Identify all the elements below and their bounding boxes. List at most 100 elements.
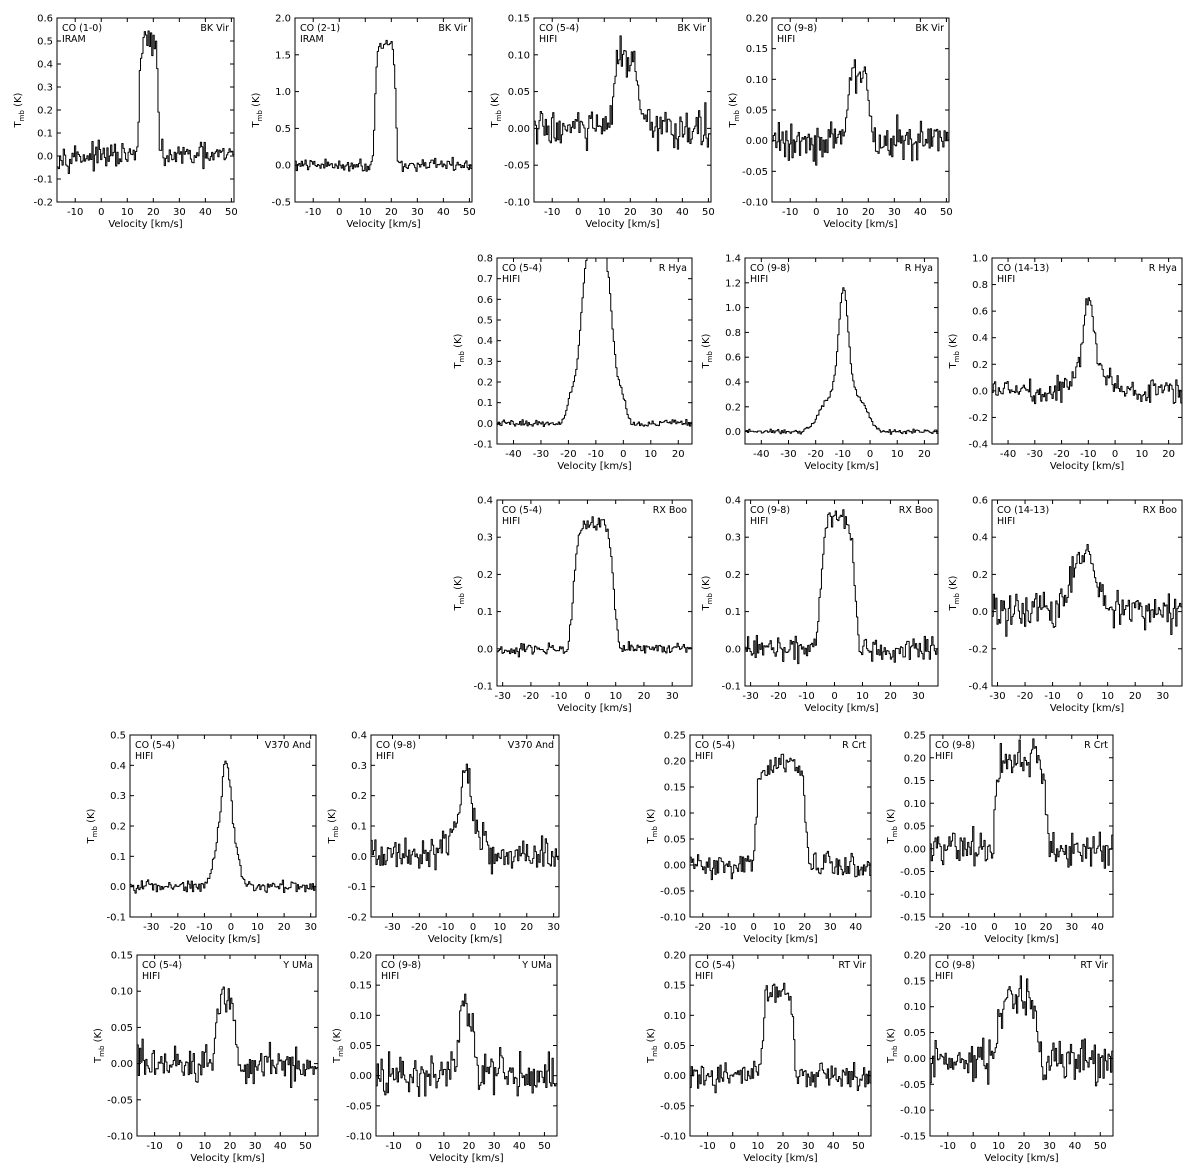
x-tick-label: 50	[940, 207, 953, 218]
x-tick-label: 10	[773, 922, 786, 933]
x-axis-label: Velocity [km/s]	[743, 934, 817, 945]
x-tick-label: 0	[98, 207, 104, 218]
y-axis-label: Tmb (K)	[701, 333, 714, 369]
x-tick-label: 0	[416, 1141, 422, 1152]
plot-frame	[771, 17, 950, 203]
x-tick-label: 50	[299, 1141, 312, 1152]
y-tick-label: 0.2	[351, 791, 367, 802]
y-tick-label: 0.20	[664, 951, 686, 962]
x-tick-label: 20	[638, 691, 651, 702]
x-tick-label: -30	[780, 449, 796, 460]
y-tick-label: -0.10	[346, 1132, 372, 1143]
spectrum-panel: -10 0 10 20 30 40 50 -0.10 -0.05 0.00 0.05 0.10 0.15…	[490, 14, 715, 231]
y-tick-label: -0.10	[900, 1106, 926, 1117]
y-tick-label: 0.3	[477, 357, 493, 368]
x-tick-label: -10	[1080, 449, 1096, 460]
x-tick-label: -20	[170, 922, 186, 933]
y-tick-label: -0.05	[900, 1080, 926, 1091]
x-tick-label: 0	[730, 1141, 736, 1152]
y-tick-label: 0.10	[664, 1011, 686, 1022]
spectrum-line	[992, 297, 1183, 405]
spectrum-line	[130, 760, 317, 894]
plot-frame	[929, 954, 1114, 1137]
y-axis-label: Tmb (K)	[453, 333, 466, 369]
y-tick-label: -0.15	[900, 1132, 926, 1143]
x-tick-label: 20	[862, 207, 875, 218]
x-tick-label: -20	[770, 691, 786, 702]
spectrum-panel: -10 0 10 20 30 40 50 -0.15 -0.10 -0.05 0.00 0.05 0.1…	[886, 951, 1114, 1164]
x-tick-label: 20	[672, 449, 685, 460]
transition-label: CO (14-13)	[997, 263, 1049, 274]
plot-frame	[375, 954, 558, 1137]
x-axis-label: Velocity [km/s]	[186, 934, 260, 945]
y-tick-label: 0.0	[275, 161, 291, 172]
y-tick-label: 0.00	[508, 124, 530, 135]
spectrum-panel: -40 -30 -20 -10 0 10 20 -0.1 0.0 0.1 0.2 0.3 0.4 0.5 0…	[453, 254, 693, 472]
source-label: Y UMa	[521, 960, 552, 971]
source-label: RX Boo	[899, 505, 933, 516]
x-tick-label: -10	[588, 449, 604, 460]
spectrum-panel: -40 -30 -20 -10 0 10 20 -0.4 -0.2 0.0 0.2 0.4 0.6 0.8…	[948, 254, 1183, 472]
transition-label: CO (5-4)	[142, 960, 182, 971]
y-tick-label: 0.3	[37, 83, 53, 94]
y-tick-label: 0.25	[904, 731, 926, 742]
x-tick-label: 20	[520, 922, 533, 933]
spectrum-panel: -30 -20 -10 0 10 20 30 -0.1 0.0 0.1 0.2 0.3 0.4 Veloc…	[701, 496, 939, 714]
x-tick-label: -10	[196, 922, 212, 933]
spectrum-line	[690, 753, 872, 881]
y-tick-label: 1.2	[725, 278, 741, 289]
spectrum-panel: -20 -10 0 10 20 30 40 -0.10 -0.05 0.00 0.05 0.10 0.1…	[646, 731, 872, 945]
x-tick-label: 10	[1135, 449, 1148, 460]
y-tick-label: 0.0	[110, 882, 126, 893]
y-tick-label: 0.20	[746, 14, 768, 25]
x-tick-label: 30	[1065, 922, 1078, 933]
y-tick-label: 0.0	[477, 419, 493, 430]
spectrum-panel: -10 0 10 20 30 40 50 -0.2 -0.1 0.0 0.1 0.2 0.3 0.4 0.5…	[13, 14, 238, 231]
x-tick-label: 0	[584, 691, 590, 702]
x-tick-label: -10	[798, 691, 814, 702]
x-tick-label: 10	[121, 207, 134, 218]
y-tick-label: 0.0	[351, 852, 367, 863]
x-tick-label: 40	[513, 1141, 526, 1152]
x-tick-label: -20	[1017, 691, 1033, 702]
source-label: R Hya	[905, 263, 933, 274]
y-tick-label: 0.2	[725, 402, 741, 413]
x-tick-label: -10	[835, 449, 851, 460]
y-tick-label: -0.4	[968, 682, 988, 693]
y-tick-label: 2.0	[275, 14, 291, 25]
x-tick-label: -30	[143, 922, 159, 933]
plot-frame	[496, 257, 693, 445]
y-tick-label: 0.20	[904, 951, 926, 962]
y-tick-label: -0.10	[107, 1132, 133, 1143]
y-tick-label: 1.4	[725, 254, 741, 265]
x-tick-label: -10	[385, 1141, 401, 1152]
x-tick-label: 10	[992, 1141, 1005, 1152]
spectrum-line	[930, 975, 1114, 1087]
x-tick-label: -10	[67, 207, 83, 218]
x-tick-label: 50	[702, 207, 715, 218]
x-tick-label: 30	[888, 207, 901, 218]
source-label: BK Vir	[200, 23, 229, 34]
y-tick-label: 0.00	[664, 861, 686, 872]
y-tick-label: 0.6	[972, 307, 988, 318]
x-tick-label: 20	[1129, 691, 1142, 702]
y-axis-label: Tmb (K)	[93, 1028, 106, 1064]
x-tick-label: -10	[1044, 691, 1060, 702]
x-tick-label: 30	[912, 691, 925, 702]
x-tick-label: 0	[470, 922, 476, 933]
y-tick-label: 0.0	[477, 644, 493, 655]
spectrum-line	[690, 982, 872, 1094]
y-tick-label: 0.00	[111, 1059, 133, 1070]
x-tick-label: -30	[494, 691, 510, 702]
x-axis-label: Velocity [km/s]	[1050, 461, 1124, 472]
x-tick-label: 0	[991, 922, 997, 933]
spectrum-panel: -10 0 10 20 30 40 50 -0.10 -0.05 0.00 0.05 0.10 0.15…	[93, 951, 319, 1164]
x-tick-label: 10	[359, 207, 372, 218]
source-label: R Crt	[1084, 740, 1108, 751]
x-axis-label: Velocity [km/s]	[585, 219, 659, 230]
x-tick-label: 40	[1091, 922, 1104, 933]
x-tick-label: 10	[644, 449, 657, 460]
y-tick-label: 0.5	[477, 316, 493, 327]
x-tick-label: -30	[384, 922, 400, 933]
plot-frame	[294, 17, 473, 203]
